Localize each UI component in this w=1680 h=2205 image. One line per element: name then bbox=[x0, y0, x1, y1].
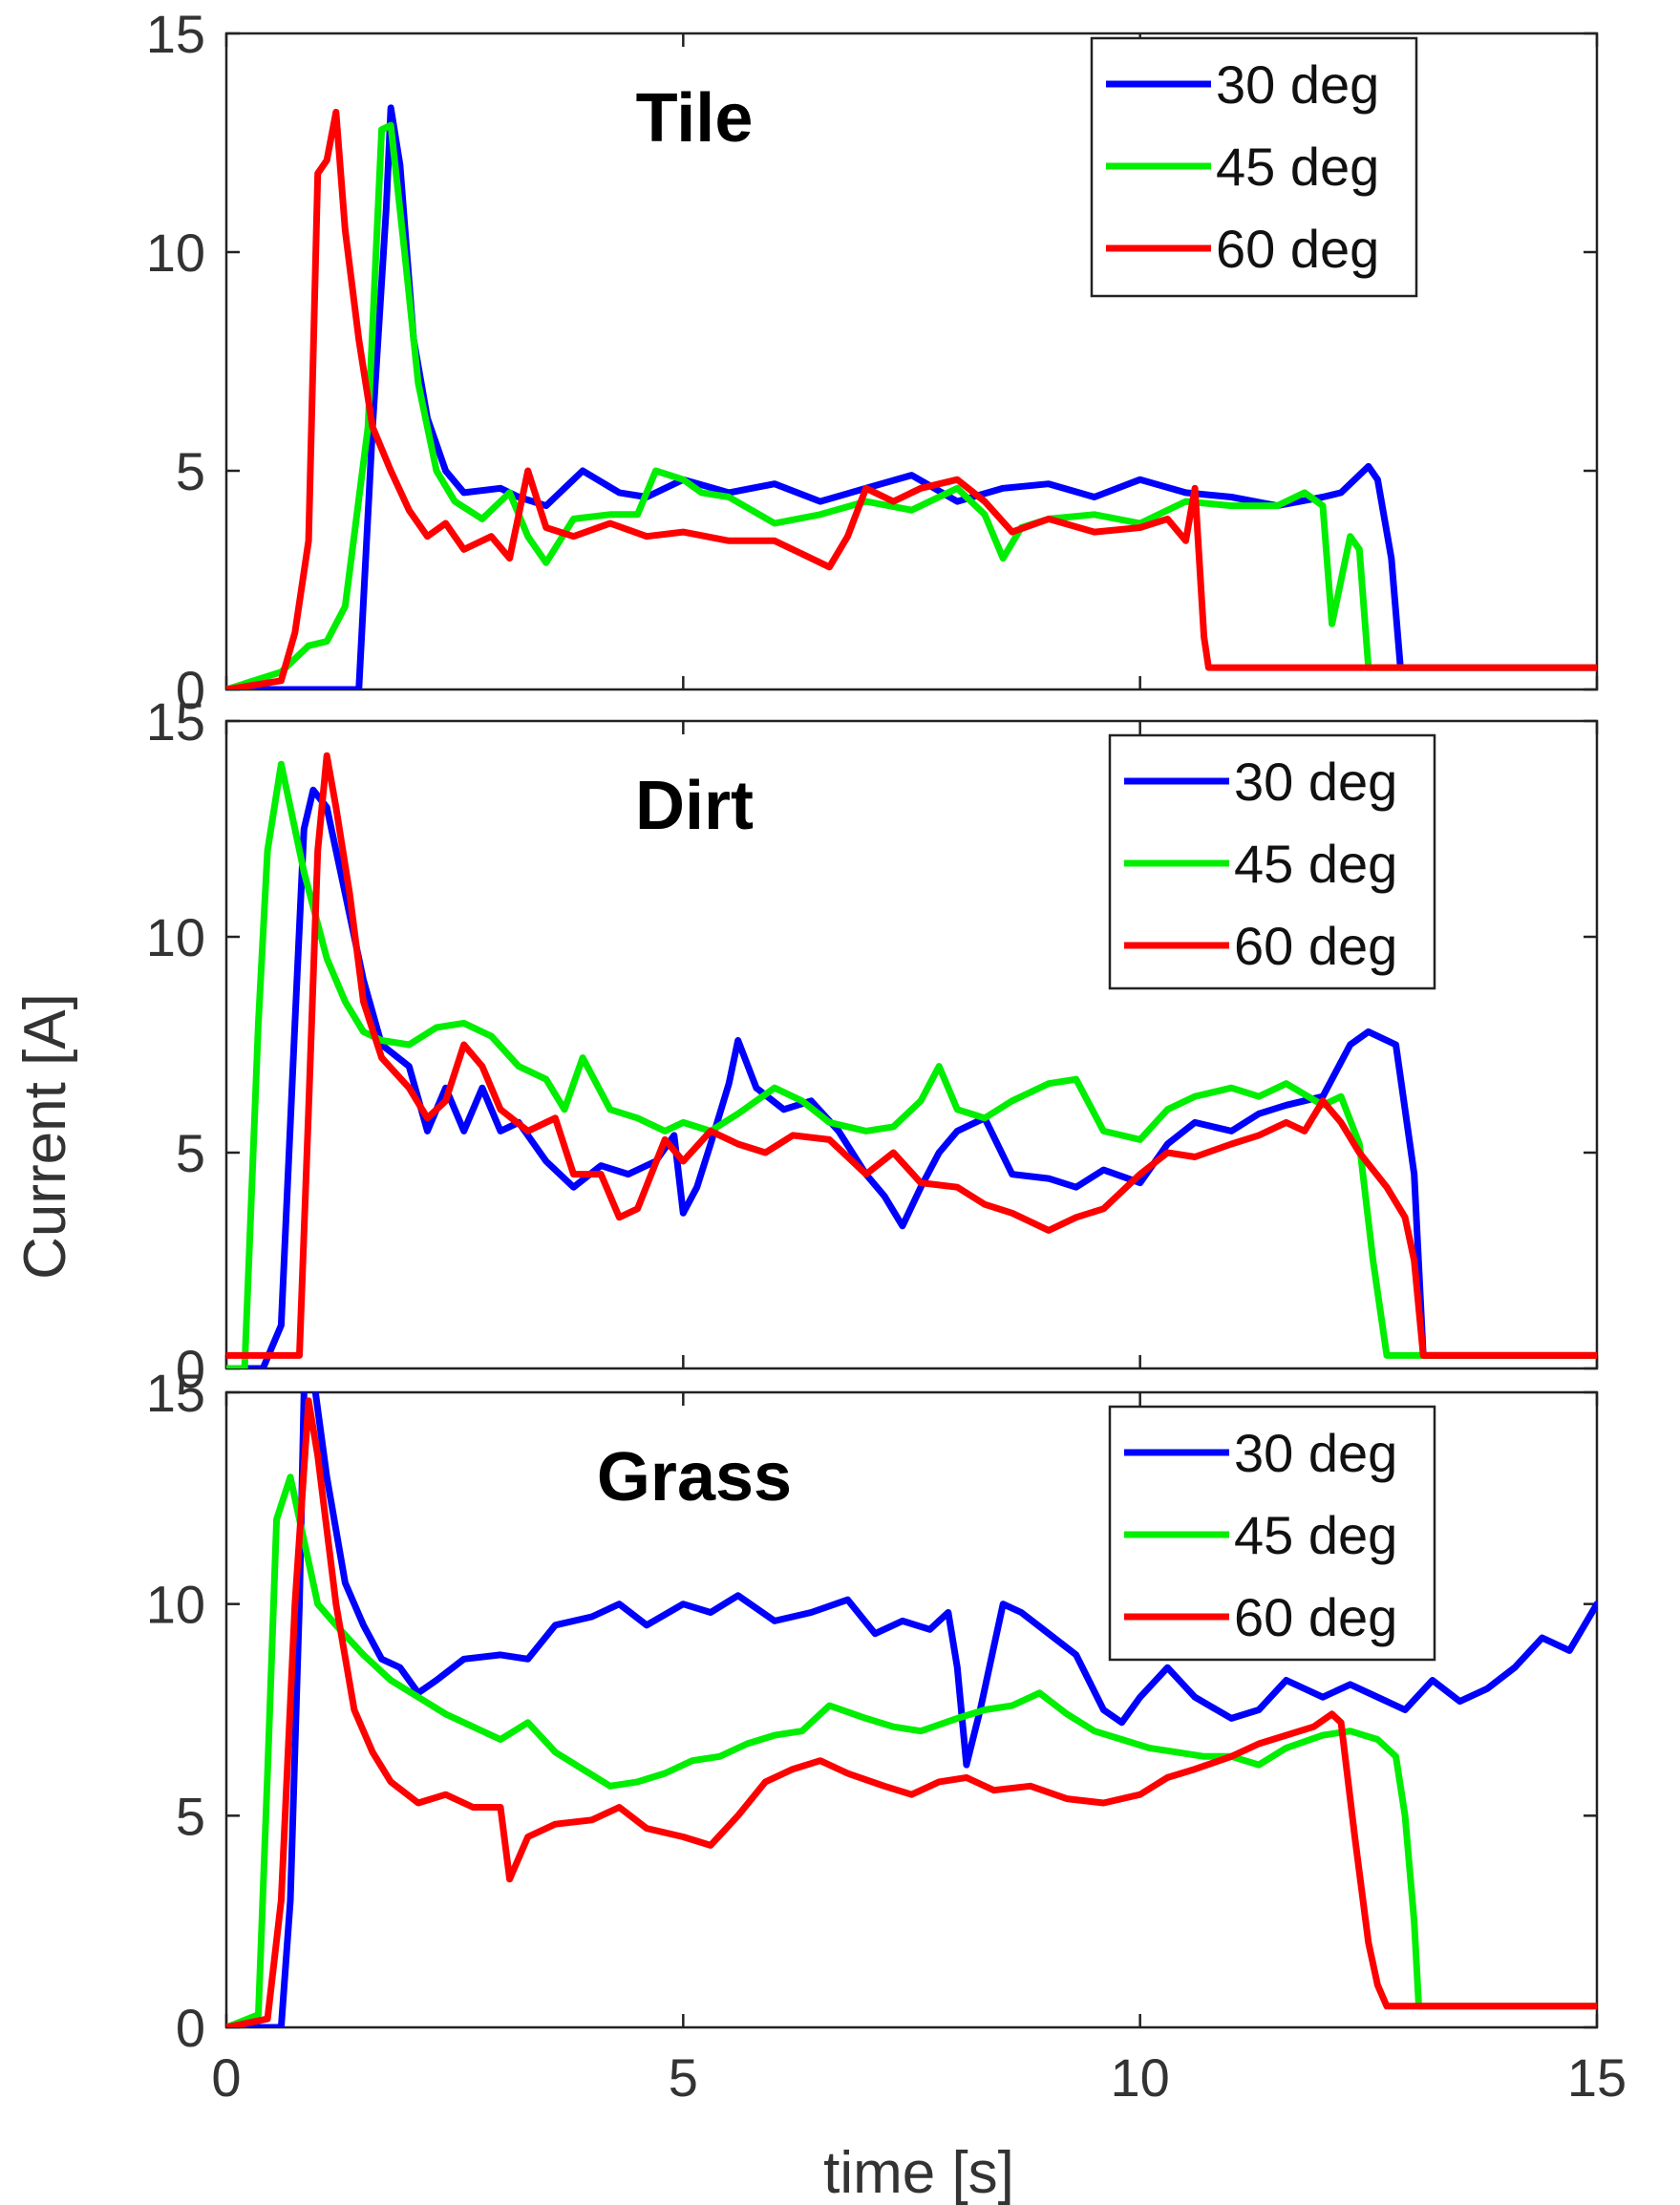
x-tick-label: 10 bbox=[1111, 2047, 1170, 2108]
panel-grass: 0 5 10 15 0 5 10 15 Grass 30 deg 45 deg 60 deg bbox=[146, 1363, 1627, 2108]
y-tick-label: 5 bbox=[176, 1786, 205, 1846]
x-axis-label: time [s] bbox=[823, 2140, 1014, 2205]
series-line-60-deg bbox=[226, 108, 1597, 689]
panel-dirt: 0 5 10 15 Dirt 30 deg 45 deg 60 deg bbox=[146, 691, 1599, 1399]
panel-tile: 0 5 10 15 Tile 30 deg 45 deg 60 deg bbox=[146, 4, 1599, 720]
panel-title: Grass bbox=[597, 1439, 792, 1516]
x-tick-label: 0 bbox=[211, 2047, 241, 2108]
legend-label: 60 deg bbox=[1234, 916, 1397, 976]
series-line-45-deg bbox=[226, 121, 1597, 689]
series-line-30-deg bbox=[226, 786, 1597, 1368]
y-tick-label: 0 bbox=[176, 1998, 205, 2058]
y-tick-label: 0 bbox=[176, 660, 205, 720]
legend: 30 deg 45 deg 60 deg bbox=[1108, 1405, 1436, 1662]
y-tick-label: 10 bbox=[146, 223, 205, 283]
legend-label: 30 deg bbox=[1234, 752, 1397, 812]
legend-label: 45 deg bbox=[1234, 834, 1397, 894]
y-tick-label: 15 bbox=[146, 691, 205, 752]
panel-title: Tile bbox=[636, 80, 754, 157]
x-tick-label: 5 bbox=[669, 2047, 698, 2108]
y-tick-label: 0 bbox=[176, 1339, 205, 1399]
y-tick-label: 10 bbox=[146, 1575, 205, 1635]
legend: 30 deg 45 deg 60 deg bbox=[1108, 733, 1436, 990]
legend-label: 30 deg bbox=[1216, 54, 1379, 115]
y-axis-label: Current [A] bbox=[12, 993, 78, 1280]
series-line-60-deg bbox=[226, 752, 1597, 1359]
y-tick-label: 15 bbox=[146, 1363, 205, 1423]
legend-label: 60 deg bbox=[1234, 1587, 1397, 1647]
x-tick-label: 15 bbox=[1567, 2047, 1627, 2108]
legend-label: 60 deg bbox=[1216, 219, 1379, 279]
series-line-30-deg bbox=[226, 1392, 1597, 2027]
y-tick-label: 5 bbox=[176, 441, 205, 501]
series-line-45-deg bbox=[226, 1474, 1597, 2027]
panel-title: Dirt bbox=[635, 768, 754, 844]
legend-label: 45 deg bbox=[1234, 1505, 1397, 1565]
legend: 30 deg 45 deg 60 deg bbox=[1090, 36, 1418, 298]
y-tick-label: 15 bbox=[146, 4, 205, 64]
series-line-45-deg bbox=[226, 760, 1597, 1368]
legend-label: 30 deg bbox=[1234, 1423, 1397, 1483]
series-line-60-deg bbox=[226, 1397, 1597, 2027]
y-tick-label: 10 bbox=[146, 907, 205, 967]
y-tick-label: 5 bbox=[176, 1123, 205, 1183]
legend-label: 45 deg bbox=[1216, 137, 1379, 197]
